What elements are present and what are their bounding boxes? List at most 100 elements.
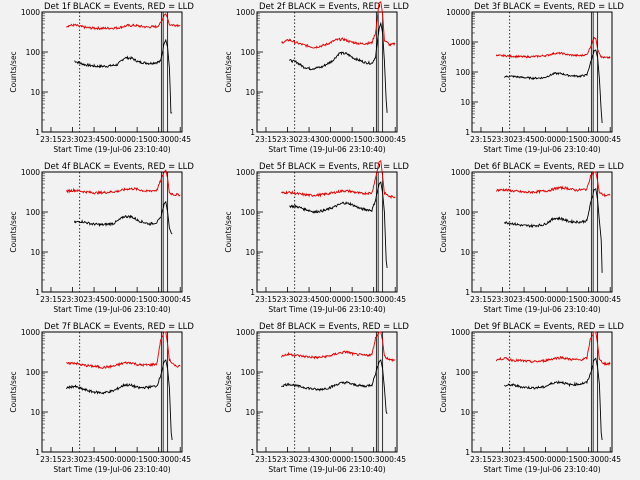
x-tick-label: 23:45 bbox=[298, 295, 320, 304]
x-tick-label: 00:15 bbox=[126, 455, 148, 464]
panel-4: Det 4f BLACK = Events, RED = LLD 1 10 100 10… bbox=[9, 162, 194, 314]
x-tick-label: 00:45 bbox=[169, 135, 191, 144]
series-lld bbox=[495, 331, 611, 367]
y-tick-label: 1 bbox=[250, 128, 255, 137]
x-tick-label: 00:45 bbox=[599, 135, 621, 144]
x-tick-label: 23:30 bbox=[62, 295, 84, 304]
x-tick-label: 00:45 bbox=[599, 295, 621, 304]
x-tick-label: 00:15 bbox=[556, 455, 578, 464]
y-tick-label: 1000 bbox=[21, 168, 40, 177]
series-events bbox=[504, 357, 603, 441]
x-axis-label: Start Time (19-Jul-06 23:10:40) bbox=[268, 305, 385, 314]
x-axis-label: Start Time (19-Jul-06 23:10:40) bbox=[53, 305, 170, 314]
x-tick-label: 23:15 bbox=[40, 295, 62, 304]
y-tick-label: 1 bbox=[35, 128, 40, 137]
y-tick-label: 10 bbox=[460, 98, 470, 107]
series-events bbox=[503, 188, 603, 273]
panel-3: Det 3f BLACK = Events, RED = LLD 1 10 100 10… bbox=[439, 2, 624, 154]
y-tick-label: 10 bbox=[245, 88, 255, 97]
panel-title: Det 2f BLACK = Events, RED = LLD bbox=[259, 2, 409, 12]
x-tick-label: 23:45 bbox=[83, 295, 105, 304]
x-tick-label: 23:45 bbox=[513, 455, 535, 464]
y-tick-label: 10 bbox=[460, 248, 470, 257]
y-tick-label: 10 bbox=[460, 408, 470, 417]
x-tick-label: 23:15 bbox=[470, 135, 492, 144]
x-tick-label: 00:30 bbox=[363, 455, 385, 464]
y-tick-label: 10 bbox=[245, 408, 255, 417]
series-lld bbox=[280, 1, 396, 49]
plot-frame bbox=[256, 331, 398, 453]
x-tick-label: 23:15 bbox=[255, 295, 277, 304]
panel-2: Det 2f BLACK = Events, RED = LLD 1 10 100 10… bbox=[224, 1, 409, 154]
y-tick-label: 100 bbox=[241, 368, 256, 377]
y-axis-label: Counts/sec bbox=[439, 51, 448, 92]
y-tick-label: 1000 bbox=[451, 328, 470, 337]
panel-title: Det 6f BLACK = Events, RED = LLD bbox=[474, 162, 624, 172]
y-axis-label: Counts/sec bbox=[439, 211, 448, 252]
y-tick-label: 1000 bbox=[236, 8, 255, 17]
panel-title: Det 5f BLACK = Events, RED = LLD bbox=[259, 162, 409, 172]
x-tick-label: 00:00 bbox=[320, 455, 342, 464]
x-tick-label: 23:43 bbox=[298, 455, 320, 464]
plot-frame bbox=[256, 171, 398, 293]
series-events bbox=[74, 38, 173, 114]
x-tick-label: 00:15 bbox=[126, 135, 148, 144]
x-tick-label: 23:30 bbox=[277, 295, 299, 304]
x-tick-label: 23:45 bbox=[513, 135, 535, 144]
x-tick-label: 00:45 bbox=[384, 455, 406, 464]
y-axis-label: Counts/sec bbox=[224, 211, 233, 252]
series-events bbox=[503, 49, 603, 124]
y-tick-label: 10 bbox=[245, 248, 255, 257]
y-tick-label: 1000 bbox=[451, 168, 470, 177]
y-tick-label: 1000 bbox=[236, 328, 255, 337]
y-axis-label: Counts/sec bbox=[224, 371, 233, 412]
x-tick-label: 23:30 bbox=[62, 455, 84, 464]
x-tick-label: 00:30 bbox=[578, 295, 600, 304]
x-axis-label: Start Time (19-Jul-06 23:10:40) bbox=[53, 465, 170, 474]
x-tick-label: 23:15 bbox=[255, 455, 277, 464]
x-tick-label: 00:45 bbox=[169, 455, 191, 464]
x-axis-label: Start Time (19-Jul-06 23:10:40) bbox=[268, 465, 385, 474]
panel-title: Det 4f BLACK = Events, RED = LLD bbox=[44, 162, 194, 172]
x-tick-label: 00:00 bbox=[320, 135, 342, 144]
x-tick-label: 23:30 bbox=[492, 455, 514, 464]
series-events bbox=[289, 181, 388, 268]
x-axis-label: Start Time (19-Jul-06 23:10:40) bbox=[483, 465, 600, 474]
x-tick-label: 00:30 bbox=[148, 455, 170, 464]
x-tick-label: 23:15 bbox=[40, 455, 62, 464]
x-tick-label: 00:15 bbox=[341, 455, 363, 464]
x-tick-label: 00:30 bbox=[363, 295, 385, 304]
series-events bbox=[73, 200, 173, 235]
y-tick-label: 100 bbox=[456, 208, 471, 217]
series-lld bbox=[66, 169, 181, 197]
x-tick-label: 00:15 bbox=[556, 295, 578, 304]
x-tick-label: 00:00 bbox=[535, 295, 557, 304]
y-tick-label: 10 bbox=[30, 88, 40, 97]
series-lld bbox=[495, 36, 611, 60]
plot-frame bbox=[256, 11, 398, 133]
y-tick-label: 1 bbox=[250, 448, 255, 457]
x-tick-label: 00:30 bbox=[578, 455, 600, 464]
panel-title: Det 3f BLACK = Events, RED = LLD bbox=[474, 2, 624, 12]
x-axis-label: Start Time (19-Jul-06 23:10:40) bbox=[483, 145, 600, 154]
y-axis-label: Counts/sec bbox=[224, 51, 233, 92]
y-tick-label: 10000 bbox=[446, 8, 470, 17]
y-tick-label: 1000 bbox=[236, 168, 255, 177]
x-tick-label: 00:30 bbox=[148, 135, 170, 144]
series-lld bbox=[495, 171, 611, 198]
y-tick-label: 100 bbox=[26, 368, 41, 377]
panel-9: Det 9f BLACK = Events, RED = LLD 1 10 100 10… bbox=[439, 322, 624, 474]
y-tick-label: 100 bbox=[456, 68, 471, 77]
series-events bbox=[289, 21, 388, 113]
y-tick-label: 10 bbox=[30, 408, 40, 417]
y-tick-label: 1000 bbox=[21, 328, 40, 337]
series-events bbox=[66, 359, 173, 441]
panel-title: Det 9f BLACK = Events, RED = LLD bbox=[474, 322, 624, 332]
x-tick-label: 00:00 bbox=[105, 135, 127, 144]
x-tick-label: 23:45 bbox=[83, 135, 105, 144]
x-tick-label: 23:30 bbox=[492, 135, 514, 144]
y-tick-label: 1000 bbox=[21, 8, 40, 17]
panel-title: Det 8f BLACK = Events, RED = LLD bbox=[259, 322, 409, 332]
